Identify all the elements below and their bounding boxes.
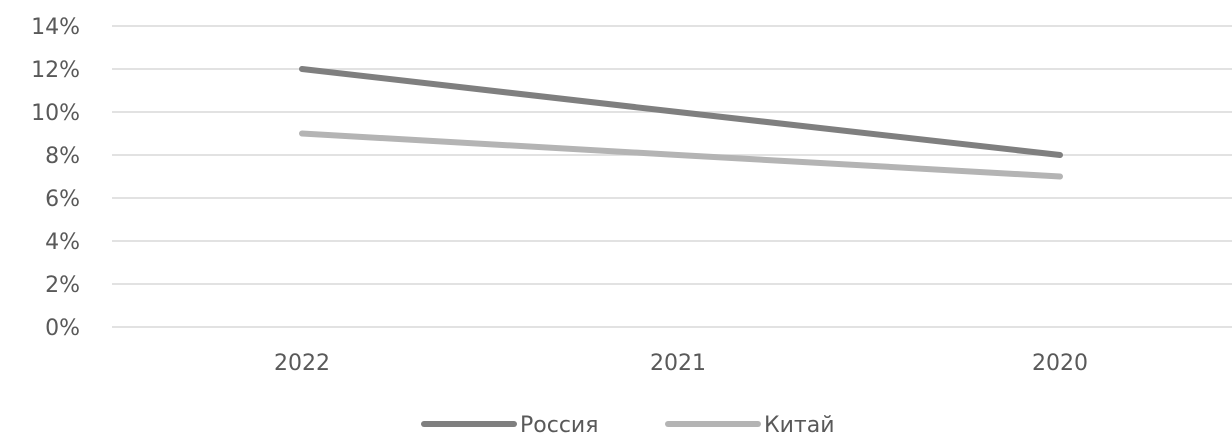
x-tick-label: 2022 xyxy=(274,351,330,376)
series-lines xyxy=(299,66,1063,180)
y-tick-label: 12% xyxy=(31,58,80,83)
legend-label: Китай xyxy=(764,413,835,434)
y-tick-label: 6% xyxy=(45,187,80,212)
series-line-0 xyxy=(299,66,1063,158)
x-tick-label: 2021 xyxy=(650,351,706,376)
series-line-1 xyxy=(299,130,1063,180)
y-tick-label: 4% xyxy=(45,230,80,255)
y-tick-label: 0% xyxy=(45,316,80,341)
x-tick-label: 2020 xyxy=(1032,351,1088,376)
y-tick-label: 8% xyxy=(45,144,80,169)
y-tick-label: 10% xyxy=(31,101,80,126)
y-tick-label: 14% xyxy=(31,15,80,40)
legend-label: Россия xyxy=(520,413,598,434)
y-axis-tick-labels: 0% 2% 4% 6% 8% 10% 12% 14% xyxy=(31,15,80,341)
y-tick-label: 2% xyxy=(45,273,80,298)
x-axis-tick-labels: 2022 2021 2020 xyxy=(274,351,1088,376)
gridlines xyxy=(112,25,1232,328)
legend: Россия Китай xyxy=(421,413,835,434)
